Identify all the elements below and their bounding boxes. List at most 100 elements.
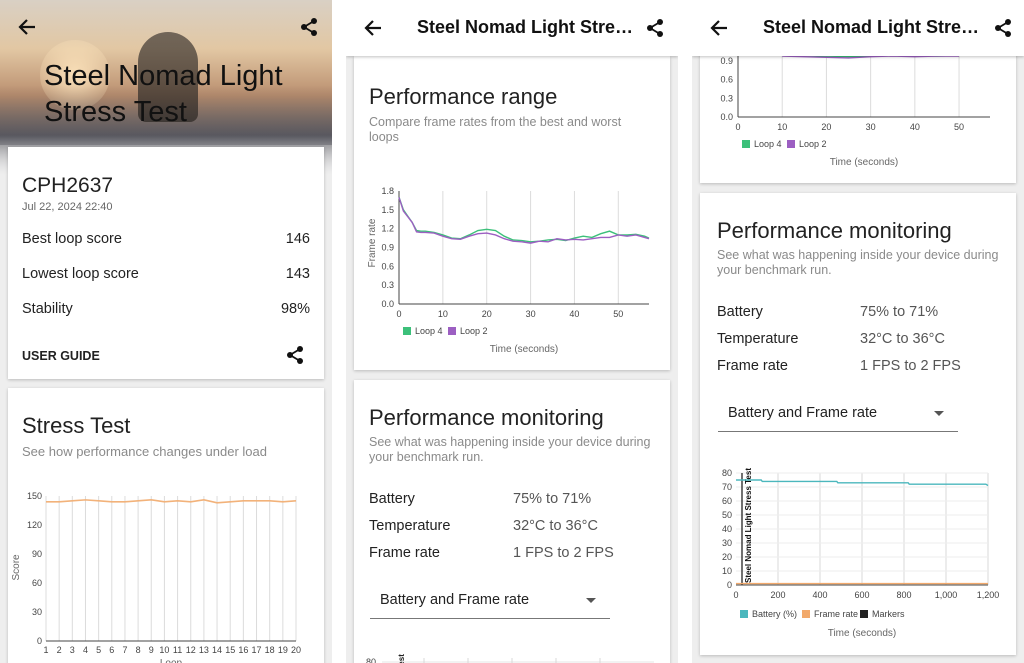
y-tick-label: 1.8: [381, 186, 394, 196]
y-tick-label: 0.3: [720, 93, 733, 103]
metric-dropdown[interactable]: Battery and Frame rate: [718, 397, 958, 432]
monitor-label-battery: Battery: [717, 304, 763, 320]
x-axis-label: Time (seconds): [830, 157, 899, 168]
hero-title: Steel Nomad Light Stress Test: [44, 60, 283, 128]
series-line-0: [736, 479, 989, 487]
legend-label: Loop 4: [754, 139, 782, 149]
arrow-back-icon[interactable]: [708, 17, 730, 39]
monitoring-title: Performance monitoring: [717, 218, 952, 243]
y-axis-label: Frame rate: [367, 218, 378, 267]
device-name: CPH2637: [22, 174, 114, 197]
stress-test-card: Stress Test See how performance changes …: [8, 388, 324, 663]
x-tick-label: 30: [866, 122, 876, 132]
x-axis-label: Time (seconds): [828, 628, 897, 639]
y-tick-label: 10: [722, 566, 732, 576]
monitoring-subtitle: See what was happening inside your devic…: [717, 248, 999, 277]
legend-swatch: [740, 610, 748, 618]
y-tick-label: 80: [366, 657, 376, 663]
y-tick-label: 60: [32, 578, 42, 588]
legend-swatch: [802, 610, 810, 618]
caret-down-icon: [934, 411, 944, 416]
monitor-label-temperature: Temperature: [717, 331, 799, 347]
x-tick-label: 9: [149, 645, 154, 655]
stress-test-marker-label: Test: [397, 654, 406, 663]
y-tick-label: 0: [727, 580, 732, 590]
legend-label: Loop 2: [799, 139, 827, 149]
caret-down-icon: [586, 598, 596, 603]
monitor-value-battery: 75% to 71%: [860, 304, 939, 320]
monitor-value-battery: 75% to 71%: [513, 491, 592, 507]
legend-label: Loop 4: [415, 326, 443, 336]
share-icon[interactable]: [284, 344, 306, 366]
y-tick-label: 120: [27, 520, 42, 530]
monitor-value-frame-rate: 1 FPS to 2 FPS: [860, 358, 961, 374]
monitor-label-battery: Battery: [369, 491, 415, 507]
share-icon[interactable]: [298, 16, 320, 38]
y-tick-label: 30: [32, 607, 42, 617]
x-tick-label: 30: [526, 309, 536, 319]
x-axis-label: Loop: [160, 658, 183, 663]
series-line: [46, 499, 297, 504]
x-tick-label: 10: [438, 309, 448, 319]
x-tick-label: 40: [910, 122, 920, 132]
x-tick-label: 3: [70, 645, 75, 655]
page-title: Steel Nomad Light Stres…: [763, 17, 983, 37]
monitor-label-temperature: Temperature: [369, 518, 451, 534]
x-tick-label: 50: [954, 122, 964, 132]
y-tick-label: 1.2: [381, 224, 394, 234]
y-tick-label: 0.6: [381, 261, 394, 271]
y-tick-label: 80: [722, 468, 732, 478]
metric-dropdown[interactable]: Battery and Frame rate: [370, 584, 610, 619]
y-axis-label: Score: [11, 554, 22, 581]
x-tick-label: 0: [396, 309, 401, 319]
x-tick-label: 19: [278, 645, 288, 655]
y-tick-label: 0.0: [381, 299, 394, 309]
x-tick-label: 16: [238, 645, 248, 655]
device-date: Jul 22, 2024 22:40: [22, 201, 113, 213]
x-tick-label: 7: [122, 645, 127, 655]
legend-label: Loop 2: [460, 326, 488, 336]
user-guide-link[interactable]: USER GUIDE: [22, 349, 100, 363]
x-tick-label: 0: [733, 590, 738, 600]
y-tick-label: 0.9: [381, 243, 394, 253]
monitor-chart-preview: 80 Test: [366, 654, 654, 663]
performance-monitoring-card: Performance monitoring See what was happ…: [700, 193, 1016, 655]
legend-swatch: [403, 327, 411, 335]
x-tick-label: 18: [265, 645, 275, 655]
x-tick-label: 14: [212, 645, 222, 655]
page-title: Steel Nomad Light Stres…: [417, 17, 637, 37]
y-tick-label: 0.9: [720, 56, 733, 66]
x-tick-label: 6: [109, 645, 114, 655]
marker-label: Steel Nomad Light Stress Test: [744, 468, 753, 583]
panel-summary: Steel Nomad Light Stress Test CPH2637 Ju…: [0, 0, 332, 663]
x-tick-label: 1: [43, 645, 48, 655]
x-tick-label: 400: [812, 590, 827, 600]
arrow-back-icon[interactable]: [362, 17, 384, 39]
arrow-back-icon[interactable]: [16, 16, 38, 38]
x-tick-label: 20: [482, 309, 492, 319]
x-tick-label: 10: [159, 645, 169, 655]
y-tick-label: 40: [722, 524, 732, 534]
panel-monitoring: 0.0 0.3 0.6 0.9 0 10 20 30 40 50 Loop 4 Loop 2 Time …: [692, 0, 1024, 663]
monitor-label-frame-rate: Frame rate: [717, 358, 788, 374]
range-subtitle: Compare frame rates from the best and wo…: [369, 115, 622, 144]
share-icon[interactable]: [992, 17, 1014, 39]
x-tick-label: 11: [173, 645, 182, 655]
x-tick-label: 40: [569, 309, 579, 319]
x-tick-label: 2: [57, 645, 62, 655]
series-line-loop-2: [398, 197, 650, 244]
y-tick-label: 0.6: [720, 75, 733, 85]
x-tick-label: 800: [896, 590, 911, 600]
dropdown-selected: Battery and Frame rate: [728, 405, 878, 421]
x-tick-label: 200: [770, 590, 785, 600]
y-tick-label: 1.5: [381, 205, 394, 215]
share-icon[interactable]: [644, 17, 666, 39]
y-tick-label: 0: [37, 636, 42, 646]
x-tick-label: 50: [613, 309, 623, 319]
legend-label: Frame rate: [814, 609, 858, 619]
y-tick-label: 20: [722, 552, 732, 562]
range-chart: 0.0 0.3 0.6 0.9 1.2 1.5 1.8 0 10 20 30 40 50 Loop 4 Lo…: [367, 186, 650, 355]
x-tick-label: 15: [225, 645, 235, 655]
